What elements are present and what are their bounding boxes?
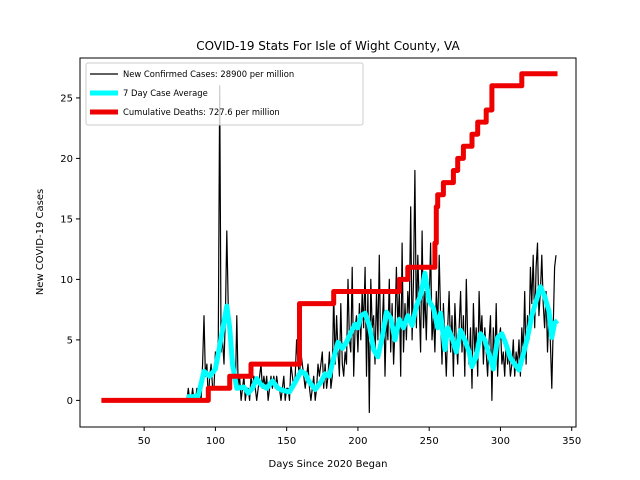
y-tick-label: 0: [67, 396, 73, 407]
x-tick-label: 300: [491, 436, 510, 447]
x-tick-label: 150: [277, 436, 296, 447]
cumulative-deaths-line: [101, 71, 558, 403]
x-tick-label: 200: [348, 436, 367, 447]
x-axis: 50 100 150 200 250 300 350: [138, 427, 581, 447]
seven-day-average-line: [186, 270, 560, 400]
y-tick-label: 15: [60, 214, 73, 225]
legend-item-seven-day-average-label: 7 Day Case Average: [123, 88, 208, 98]
x-tick-label: 350: [562, 436, 581, 447]
y-tick-label: 25: [60, 93, 73, 104]
legend: New Confirmed Cases: 28900 per million 7 …: [85, 62, 364, 126]
x-tick-label: 100: [206, 436, 225, 447]
legend-box: [85, 62, 364, 126]
plot-area: [101, 71, 560, 414]
chart-title: COVID-19 Stats For Isle of Wight County,…: [196, 39, 460, 53]
y-axis-label: New COVID-19 Cases: [35, 189, 46, 295]
x-tick-label: 50: [138, 436, 151, 447]
y-tick-label: 10: [60, 275, 73, 286]
x-axis-label: Days Since 2020 Began: [269, 459, 388, 470]
legend-item-cumulative-deaths-label: Cumulative Deaths: 727.6 per million: [123, 107, 280, 117]
x-tick-label: 250: [420, 436, 439, 447]
y-tick-label: 20: [60, 154, 73, 165]
y-tick-label: 5: [67, 335, 73, 346]
plot-frame: [79, 57, 577, 428]
y-axis: 0 5 10 15 20 25: [60, 93, 80, 407]
legend-item-new-cases-label: New Confirmed Cases: 28900 per million: [123, 69, 294, 79]
